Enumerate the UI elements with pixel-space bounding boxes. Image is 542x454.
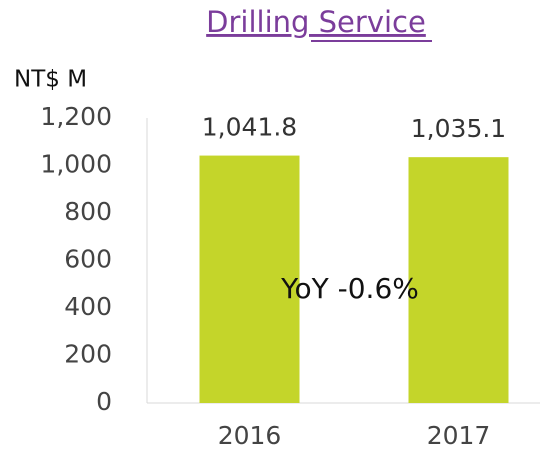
value-label: 1,041.8 bbox=[202, 113, 297, 142]
chart-title: Drilling Service bbox=[206, 5, 426, 39]
y-tick-label: 1,200 bbox=[40, 102, 112, 131]
y-axis-label: NT$ M bbox=[14, 67, 87, 93]
bar bbox=[408, 157, 509, 403]
y-tick-label: 0 bbox=[96, 387, 112, 416]
x-tick-label: 2016 bbox=[218, 421, 282, 450]
y-tick-label: 1,000 bbox=[40, 150, 112, 179]
y-tick-label: 600 bbox=[64, 245, 112, 274]
y-tick-label: 400 bbox=[64, 292, 112, 321]
x-tick-label: 2017 bbox=[427, 421, 491, 450]
y-tick-label: 200 bbox=[64, 340, 112, 369]
y-tick-label: 800 bbox=[64, 197, 112, 226]
bar bbox=[199, 155, 300, 403]
annotation: YoY -0.6% bbox=[280, 272, 419, 305]
value-label: 1,035.1 bbox=[411, 114, 506, 143]
